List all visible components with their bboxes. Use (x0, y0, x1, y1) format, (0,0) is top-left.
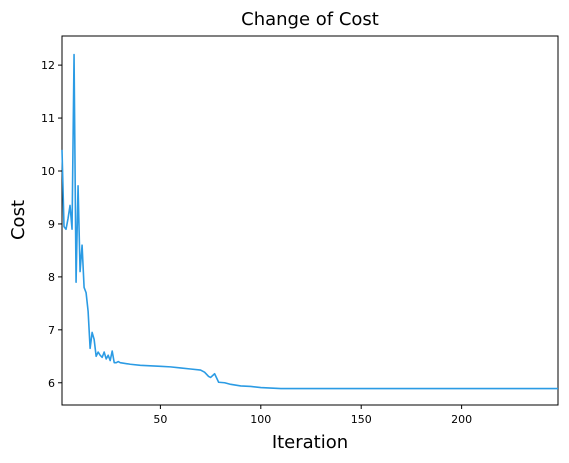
y-tick-label: 6 (48, 377, 55, 390)
y-tick-label: 7 (48, 324, 55, 337)
x-tick-label: 50 (153, 413, 167, 426)
plot-frame (61, 35, 559, 406)
x-tick-label: 200 (451, 413, 472, 426)
y-tick-label: 8 (48, 271, 55, 284)
x-axis-ticks: 50 100 150 200 (153, 405, 472, 426)
y-axis-ticks: 6 7 8 9 10 11 12 (41, 59, 62, 390)
x-tick-label: 150 (351, 413, 372, 426)
y-axis-label: Cost (8, 200, 29, 240)
y-tick-label: 11 (41, 112, 55, 125)
cost-series-line (61, 53, 558, 390)
chart-title: Change of Cost (241, 9, 379, 30)
plot-area (61, 35, 559, 406)
y-tick-label: 9 (48, 218, 55, 231)
y-tick-label: 10 (41, 165, 55, 178)
x-tick-label: 100 (250, 413, 271, 426)
x-axis-label: Iteration (272, 432, 348, 453)
y-tick-label: 12 (41, 59, 55, 72)
